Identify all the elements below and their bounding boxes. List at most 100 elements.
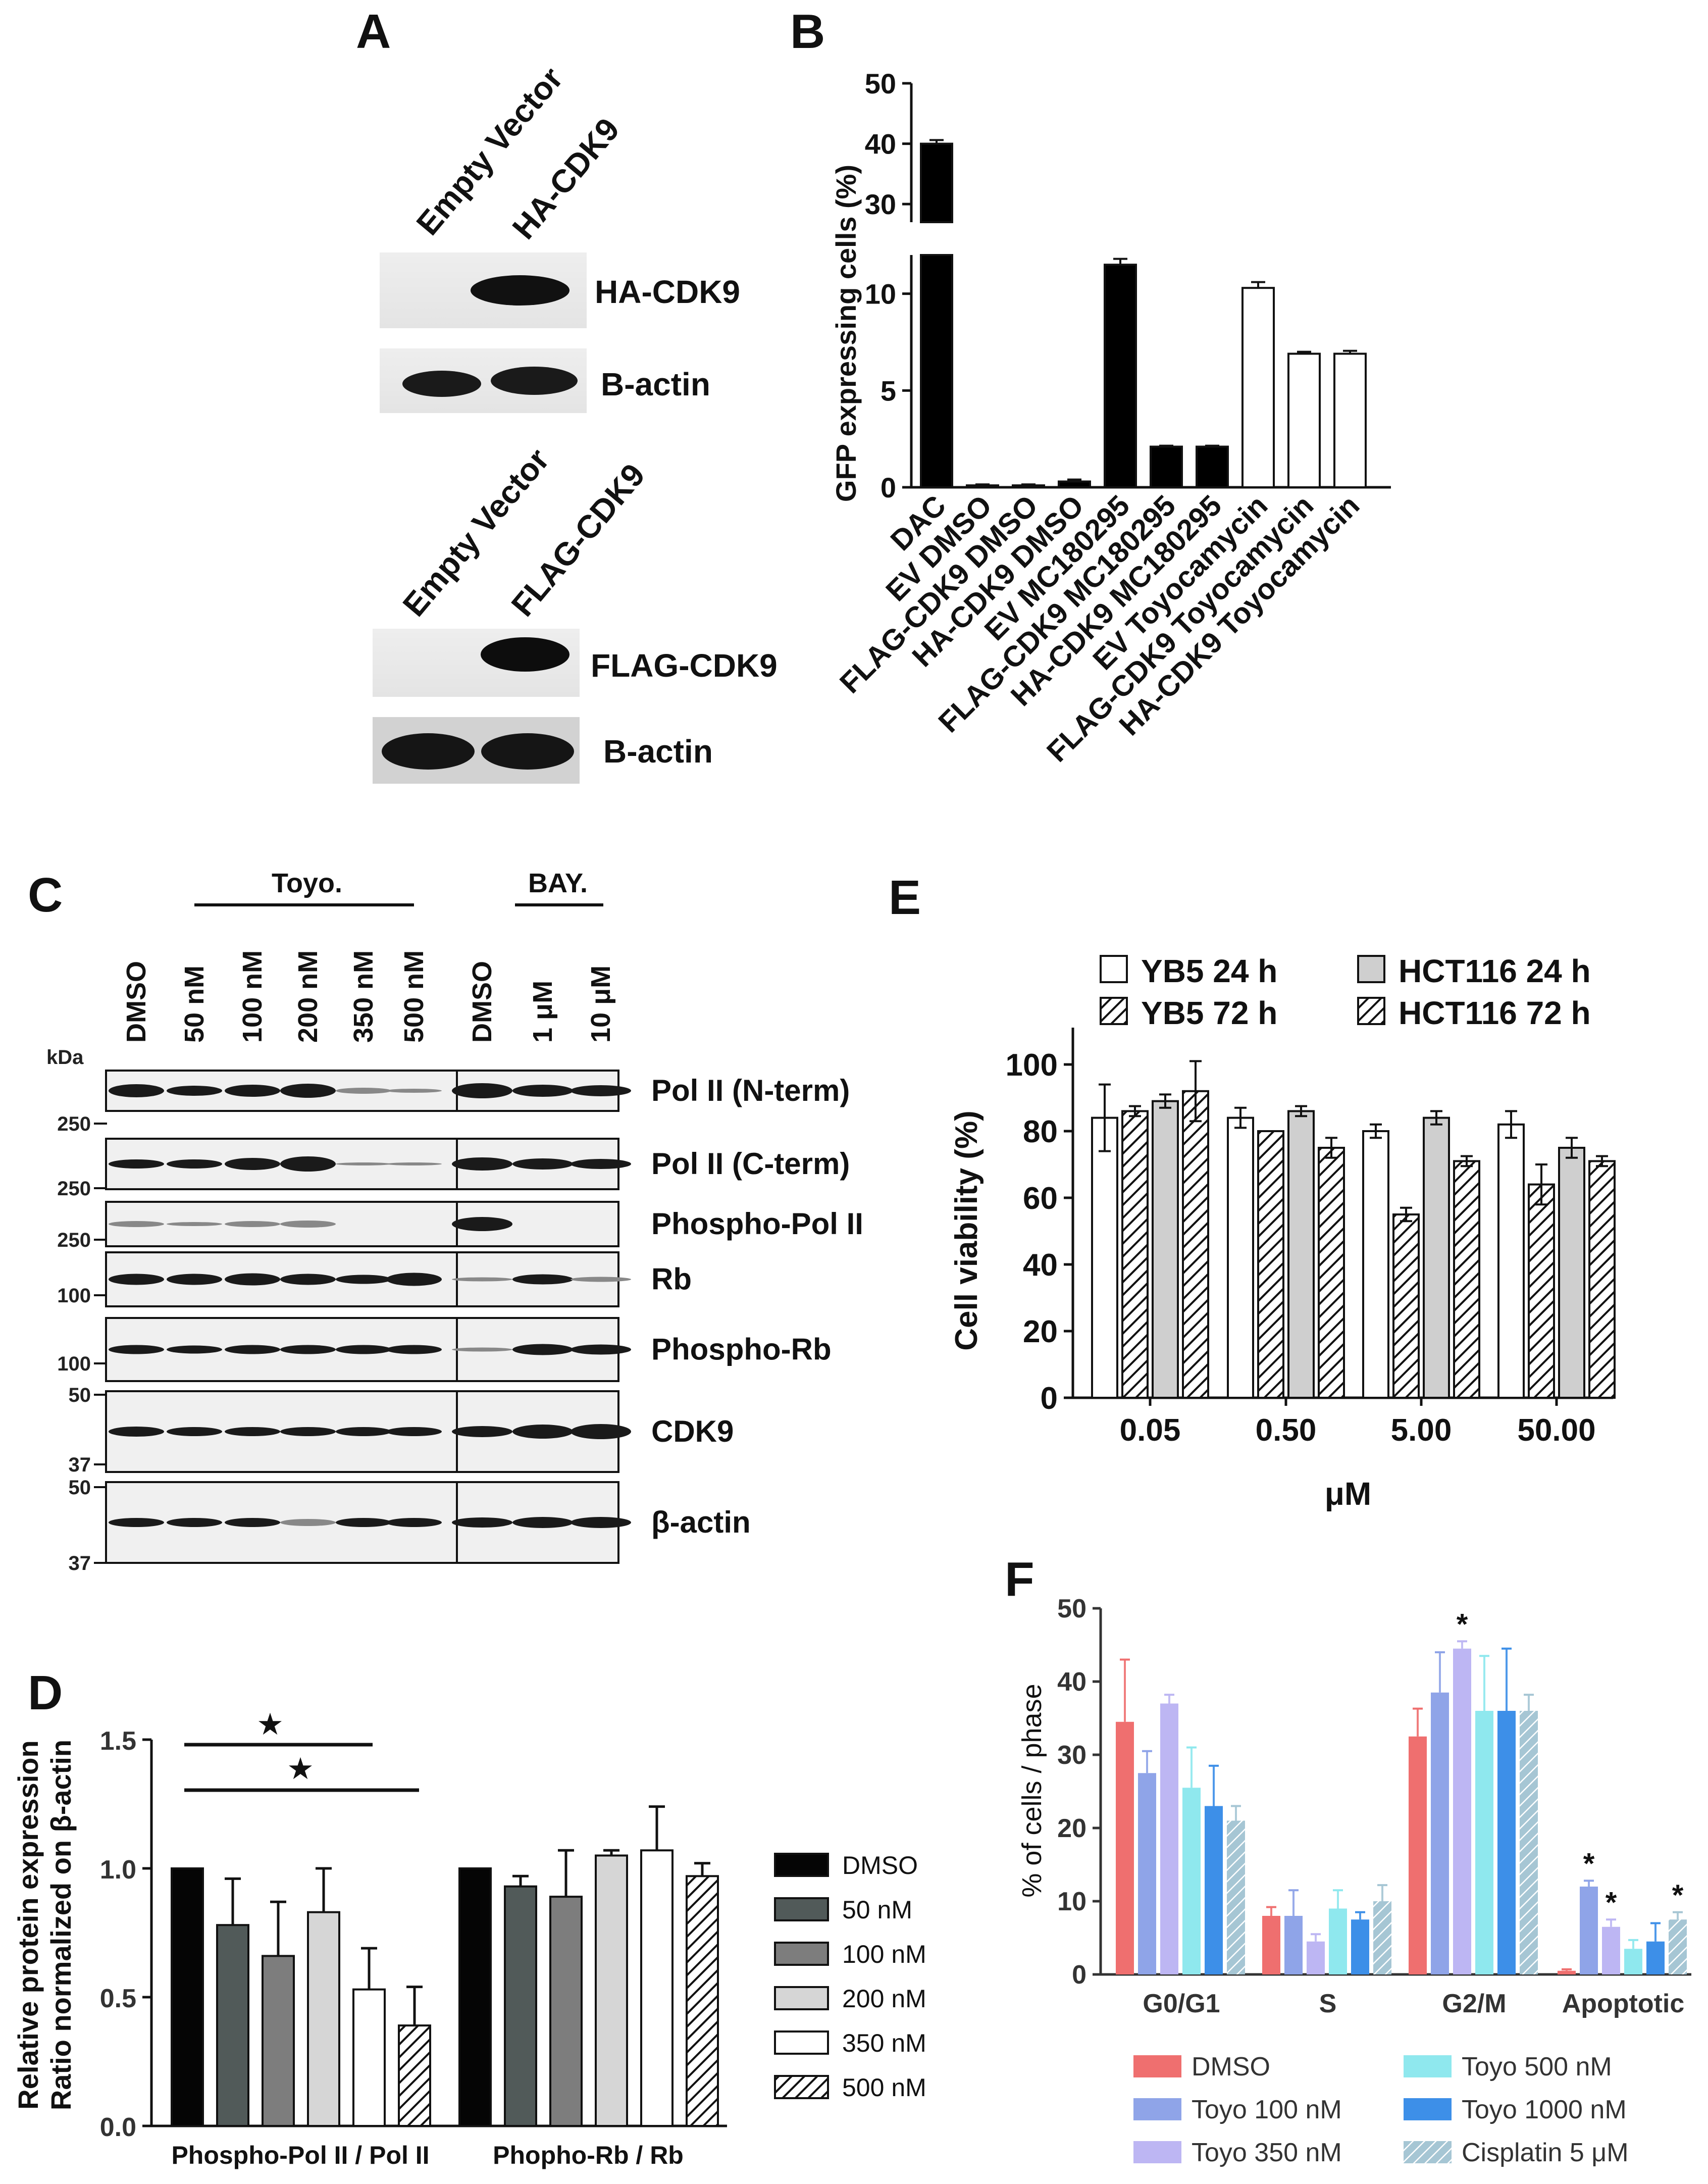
legend-swatch (1404, 2141, 1452, 2163)
x-tick-label: Phospho-Pol II / Pol II (171, 2141, 429, 2169)
y-tick-label: 20 (1023, 1314, 1058, 1349)
blot-band (386, 1427, 442, 1436)
bar (307, 1911, 340, 2127)
blot-band (571, 1159, 631, 1169)
bar (1528, 1183, 1555, 1399)
panel-d: D Relative protein expression Ratio norm… (12, 1666, 926, 2169)
bar (1373, 1901, 1391, 1974)
significance-star: * (1606, 1886, 1617, 1919)
blot-band (109, 1274, 164, 1285)
y-tick-label: 20 (1057, 1814, 1086, 1843)
y-tick-label: 40 (1057, 1667, 1086, 1697)
lane-label: 1 μM (528, 981, 558, 1043)
y-tick-label: 5 (881, 375, 896, 407)
blot-band (167, 1274, 222, 1285)
blot-band (225, 1221, 280, 1227)
blot-band (167, 1518, 222, 1527)
legend-label: 100 nM (842, 1940, 926, 1968)
bar (1012, 484, 1045, 489)
kda-marker: 100 (57, 1353, 91, 1375)
x-tick-label: Apoptotic (1562, 1989, 1685, 2018)
panel-e-ylabel: Cell viability (%) (949, 1110, 984, 1350)
band-label: Phospho-Pol II (651, 1207, 863, 1241)
bar (262, 1955, 295, 2127)
blot-band (167, 1222, 222, 1226)
y-tick-label: 100 (1006, 1048, 1058, 1083)
legend-label: Toyo 1000 nM (1462, 2095, 1627, 2124)
bar (595, 1854, 628, 2127)
blot-band (280, 1427, 336, 1436)
significance-star: ★ (256, 1707, 284, 1741)
legend-swatch (1404, 2098, 1452, 2120)
blot-band (512, 1344, 573, 1355)
legend-label: HCT116 72 h (1399, 995, 1591, 1031)
bar (398, 2024, 431, 2127)
y-tick-label: 1.0 (100, 1855, 136, 1885)
bay-group-label: BAY. (528, 868, 588, 898)
bar (1138, 1773, 1156, 1974)
band-label: Rb (651, 1262, 692, 1296)
y-tick-label: 40 (1023, 1248, 1058, 1283)
bar (1453, 1160, 1480, 1399)
actin-band (491, 367, 578, 395)
x-tick-label: S (1319, 1989, 1337, 2018)
kda-marker: 50 (69, 1477, 91, 1499)
bar (504, 1885, 537, 2127)
x-tick-label: 0.50 (1256, 1413, 1317, 1448)
bar (1669, 1919, 1687, 1974)
band-label: Phospho-Rb (651, 1333, 832, 1366)
bar (1558, 1147, 1585, 1399)
bar (966, 484, 999, 489)
legend-swatch (1133, 2055, 1181, 2077)
bar (1241, 287, 1275, 489)
bar (1262, 1916, 1280, 1974)
bar (171, 1867, 204, 2127)
blot1-band1-label: HA-CDK9 (595, 274, 740, 310)
bar (1196, 445, 1229, 488)
bar (1160, 1703, 1178, 1974)
blot-band (571, 1277, 631, 1282)
blot-band (571, 1344, 631, 1355)
bar (1558, 1970, 1576, 1974)
legend-swatch (774, 2030, 829, 2055)
bar (1497, 1123, 1525, 1399)
kda-marker: 100 (57, 1285, 91, 1307)
bar (1423, 1116, 1450, 1399)
blot-band (452, 1083, 512, 1098)
bar-upper (920, 142, 953, 223)
blot-band (571, 1085, 631, 1096)
blot-band (571, 1517, 631, 1528)
panel-e: E Cell viability (%) μM 0 20 40 60 80 100 0.05… (889, 871, 1616, 1512)
blot-band (452, 1217, 512, 1231)
panel-c-label: C (28, 868, 63, 922)
bar (1392, 1213, 1420, 1399)
y-tick-label: 0.0 (100, 2113, 136, 2142)
bar (1182, 1090, 1209, 1399)
legend-label: 500 nM (842, 2073, 926, 2102)
blot-band (109, 1084, 164, 1097)
blot2-band2-label: B-actin (603, 733, 713, 770)
kda-marker: 37 (69, 1552, 91, 1574)
panel-f-label: F (1005, 1552, 1034, 1606)
legend-swatch (1357, 997, 1385, 1025)
y-tick-label: 1.5 (100, 1726, 136, 1756)
legend-swatch (1357, 955, 1385, 983)
bar (1409, 1736, 1427, 1974)
bar (1362, 1130, 1389, 1399)
bar (216, 1924, 249, 2127)
bar (1329, 1908, 1347, 1974)
kda-marker: 250 (57, 1229, 91, 1251)
x-tick-label: G2/M (1442, 1989, 1506, 2018)
bar (920, 254, 953, 488)
blot-band (386, 1345, 442, 1354)
bar (1497, 1711, 1516, 1974)
x-tick-label: 5.00 (1391, 1413, 1452, 1448)
blot-band (225, 1158, 280, 1170)
y-tick-label: 0 (881, 472, 896, 503)
blot-band (167, 1086, 222, 1096)
legend-swatch (774, 2075, 829, 2099)
blot-band (452, 1517, 512, 1528)
panel-d-chart: 0.0 0.5 1.0 1.5 Phospho-Pol II / Pol II Phoph… (100, 1707, 926, 2169)
blot-band (336, 1345, 391, 1354)
